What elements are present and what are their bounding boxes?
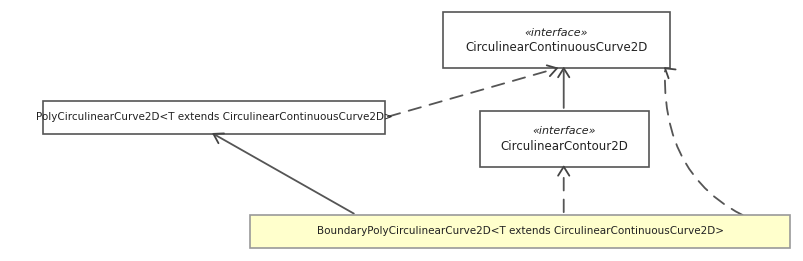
Text: «interface»: «interface» [532, 126, 595, 136]
Text: «interface»: «interface» [524, 28, 588, 38]
Text: CirculinearContinuousCurve2D: CirculinearContinuousCurve2D [465, 41, 647, 55]
Bar [479, 111, 648, 167]
Text: BoundaryPolyCirculinearCurve2D<T extends CirculinearContinuousCurve2D>: BoundaryPolyCirculinearCurve2D<T extends… [316, 226, 723, 236]
Text: CirculinearContour2D: CirculinearContour2D [499, 140, 627, 153]
Bar [442, 12, 669, 68]
Bar [250, 215, 789, 248]
Text: PolyCirculinearCurve2D<T extends CirculinearContinuousCurve2D>: PolyCirculinearCurve2D<T extends Circuli… [35, 112, 392, 122]
Bar [43, 101, 385, 134]
